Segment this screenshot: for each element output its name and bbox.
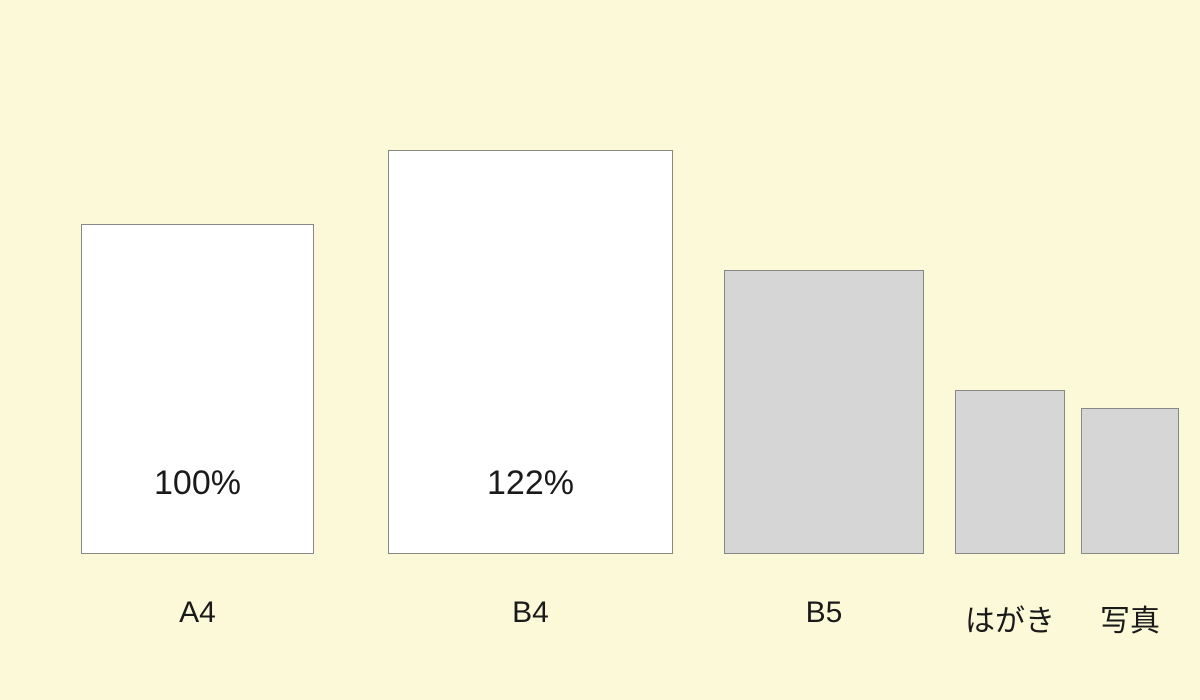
- sheet-b5: [724, 270, 924, 554]
- paper-size-diagram: 100% A4 122% B4 B5 はがき写真: [0, 0, 1200, 700]
- sheet-a4: 100%: [81, 224, 314, 554]
- sheet-b5-label: B5: [724, 596, 924, 630]
- sheet-b4: 122%: [388, 150, 673, 554]
- sheet-hagaki: [955, 390, 1065, 554]
- sheet-hagaki-label: はがき: [955, 596, 1065, 640]
- sheet-photo-label: 写真: [1081, 596, 1179, 640]
- sheet-b4-percent: 122%: [487, 464, 574, 503]
- sheet-b4-label: B4: [388, 596, 673, 630]
- sheet-photo: [1081, 408, 1179, 554]
- sheet-a4-percent: 100%: [154, 464, 241, 503]
- sheet-a4-label: A4: [81, 596, 314, 630]
